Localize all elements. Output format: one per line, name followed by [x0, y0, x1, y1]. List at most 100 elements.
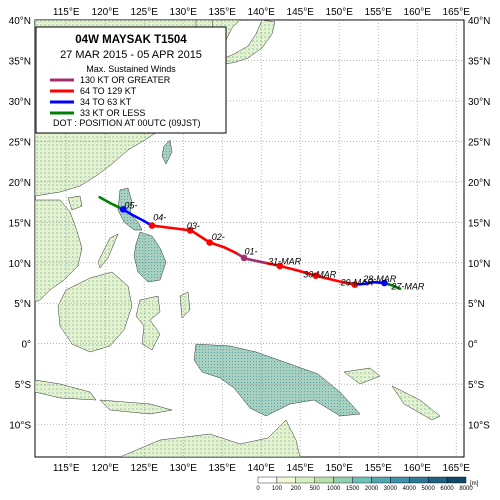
track-segment: [150, 224, 238, 255]
longitude-label-bottom: 115°E: [53, 463, 80, 474]
elevation-swatch: [390, 476, 410, 484]
longitude-labels-bottom: 115°E 120°E 125°E 130°E 135°E 140°E 145°E 150°E…: [53, 463, 470, 474]
latitude-label-right: 35°N: [468, 56, 490, 67]
elevation-swatch: [409, 476, 429, 484]
longitude-label-bottom: 130°E: [170, 463, 198, 474]
longitude-label-top: 120°E: [92, 7, 120, 18]
elevation-swatch: [257, 476, 278, 484]
elevation-tick-label: 5000: [422, 486, 436, 492]
track-position-dot: [186, 227, 194, 234]
elevation-tick-label: 3000: [384, 486, 398, 492]
track-date-label: 03-: [187, 221, 200, 231]
longitude-label-bottom: 165°E: [443, 463, 471, 474]
elevation-color-scale: 0 100 200 500 1000 1500 2000 3000 4000 5000 6000 80…: [256, 476, 473, 492]
elevation-swatch: [446, 476, 467, 484]
elevation-tick-label: 1500: [346, 486, 360, 492]
longitude-label-top: 130°E: [170, 7, 198, 18]
latitude-label-right: 15°N: [468, 218, 490, 229]
elevation-swatch: [352, 476, 372, 484]
track-date-label: 02-: [212, 232, 225, 242]
latitude-label-right: 40°N: [468, 16, 490, 27]
longitude-label-bottom: 150°E: [326, 463, 354, 474]
storm-title: 04W MAYSAK T1504: [75, 34, 187, 46]
latitude-label-left: 20°N: [9, 178, 31, 189]
longitude-label-top: 145°E: [287, 7, 315, 18]
latitude-label-left: 5°S: [15, 380, 32, 391]
track-date-label: 28-MAR: [362, 274, 397, 284]
storm-date-range: 27 MAR 2015 - 05 APR 2015: [60, 49, 202, 61]
elevation-swatch: [371, 476, 391, 484]
legend-label: 64 TO 129 KT: [80, 86, 137, 96]
elevation-tick-label: 8000: [459, 486, 473, 492]
elevation-tick-label: 1000: [327, 486, 341, 492]
longitude-label-top: 165°E: [443, 7, 471, 18]
longitude-label-bottom: 135°E: [209, 463, 237, 474]
latitude-label-right: 5°N: [468, 299, 485, 310]
australia-landmass: [119, 419, 301, 457]
elevation-tick-label: 0: [256, 486, 260, 492]
typhoon-track-positions: [119, 206, 388, 288]
latitude-label-left: 0°: [21, 340, 31, 351]
track-segment: [98, 195, 125, 211]
elevation-swatch: [276, 476, 297, 484]
new-britain-landmass: [343, 367, 381, 385]
legend-label: 34 TO 63 KT: [80, 97, 132, 107]
track-position-dot: [119, 206, 127, 213]
elevation-tick-label: 100: [272, 486, 283, 492]
longitude-label-top: 115°E: [53, 7, 80, 18]
longitude-label-top: 140°E: [248, 7, 276, 18]
longitude-label-top: 125°E: [131, 7, 159, 18]
elevation-tick-label: 6000: [440, 486, 454, 492]
luzon-landmass: [117, 187, 143, 231]
elevation-swatch: [295, 476, 315, 484]
track-date-label: 04-: [153, 213, 166, 223]
latitude-label-right: 30°N: [468, 97, 490, 108]
latitude-label-right: 10°S: [468, 421, 490, 432]
legend: 04W MAYSAK T1504 27 MAR 2015 - 05 APR 20…: [35, 26, 227, 134]
elevation-tick-label: 2000: [365, 486, 379, 492]
latitude-label-left: 35°N: [9, 56, 31, 67]
track-position-dot: [276, 262, 284, 270]
hainan-landmass: [67, 195, 83, 211]
solomon-islands-landmass: [391, 385, 441, 421]
latitude-label-right: 25°N: [468, 137, 490, 148]
latitude-label-right: 10°N: [468, 259, 490, 270]
mindanao-landmass: [133, 231, 167, 283]
track-position-dot: [240, 254, 248, 262]
halmahera-landmass: [179, 291, 191, 319]
track-date-label: 29-MAR: [340, 277, 375, 287]
track-position-dot: [206, 239, 214, 246]
longitude-label-top: 150°E: [326, 7, 354, 18]
indochina-landmass: [35, 199, 83, 303]
legend-heading: Max. Sustained Winds: [86, 64, 176, 74]
track-date-label: 01-: [245, 247, 258, 257]
latitude-label-right: 5°S: [468, 380, 485, 391]
sulawesi-landmass: [135, 295, 161, 351]
borneo-landmass: [57, 271, 133, 353]
new-guinea-landmass: [193, 343, 361, 417]
longitude-label-bottom: 160°E: [404, 463, 432, 474]
track-position-dot: [148, 222, 156, 229]
lesser-sunda-landmass: [99, 399, 173, 415]
elevation-swatch: [427, 476, 448, 484]
elevation-tick-label: 200: [291, 486, 302, 492]
track-position-dot: [312, 272, 320, 280]
taiwan-landmass: [161, 139, 173, 165]
longitude-labels-top: 115°E 120°E 125°E 130°E 135°E 140°E 145°E 150°E…: [53, 7, 470, 18]
track-position-dot: [381, 279, 388, 287]
latitude-label-right: 0°: [468, 340, 478, 351]
track-date-label: 31-MAR: [268, 256, 302, 266]
elevation-swatch: [314, 476, 334, 484]
latitude-label-left: 10°N: [9, 259, 31, 270]
latitude-label-right: 20°N: [468, 178, 490, 189]
track-position-dot: [351, 281, 359, 288]
legend-note: DOT : POSITION AT 00UTC (09JST): [53, 118, 201, 128]
elevation-tick-label: 4000: [403, 486, 417, 492]
latitude-label-left: 5°N: [14, 299, 31, 310]
track-date-label: 30-MAR: [303, 269, 337, 279]
latitude-labels-right: 40°N 35°N 30°N 25°N 20°N 15°N 10°N 5°N 0° 5°S 10°S: [468, 16, 490, 432]
longitude-label-bottom: 120°E: [92, 463, 120, 474]
track-date-label: 27-MAR: [390, 281, 425, 291]
